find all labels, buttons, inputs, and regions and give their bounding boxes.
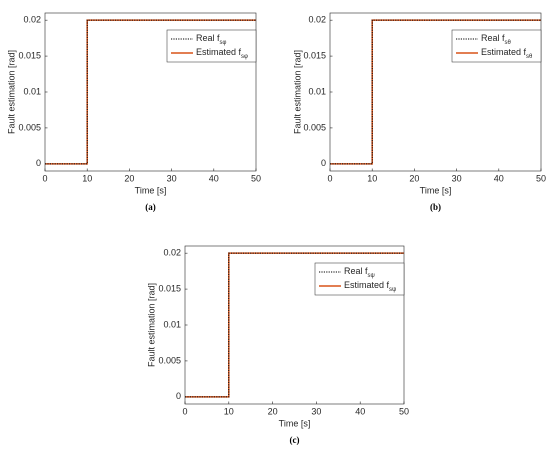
caption: (b): [430, 202, 441, 212]
y-tick-label: 0.015: [158, 283, 181, 293]
x-tick-label: 40: [355, 406, 365, 416]
caption: (c): [290, 435, 300, 445]
y-tick-label: 0: [321, 158, 326, 168]
x-axis-label: Time [s]: [279, 418, 311, 428]
x-tick-label: 0: [327, 173, 332, 183]
legend-label: Real fsφ: [196, 33, 227, 45]
x-tick-label: 30: [167, 173, 177, 183]
y-tick-label: 0.005: [303, 122, 326, 132]
data-line: [185, 252, 404, 398]
legend-label: Real fsψ: [344, 266, 375, 278]
x-tick-label: 50: [251, 173, 261, 183]
legend-subscript: sφ: [220, 40, 227, 46]
y-tick-label: 0.015: [303, 50, 326, 60]
legend-label: Estimated fsφ: [196, 47, 248, 59]
y-tick-label: 0.005: [158, 355, 181, 365]
y-tick-label: 0.02: [23, 15, 41, 25]
x-tick-label: 30: [311, 406, 321, 416]
x-tick-label: 0: [182, 406, 187, 416]
x-tick-label: 20: [268, 406, 278, 416]
legend-label: Estimated fsψ: [344, 280, 396, 292]
legend-name: Estimated f: [196, 47, 242, 57]
legend-subscript: sθ: [526, 54, 533, 60]
y-tick-label: 0.01: [308, 86, 326, 96]
chart-panel: 0 10 20 30 40 50 0 0.005 0.01 0.015 0.02 Time [s] Fa…: [146, 245, 409, 445]
axes-box: [184, 245, 405, 405]
data-line: [330, 19, 541, 165]
legend-name: Estimated f: [344, 280, 390, 290]
legend-subscript: sψ: [389, 287, 396, 293]
y-axis-label: Fault estimation [rad]: [146, 283, 156, 367]
axes-box: [44, 12, 257, 172]
legend-subscript: sφ: [241, 54, 248, 60]
y-tick-label: 0.02: [308, 15, 326, 25]
legend-name: Real f: [481, 33, 505, 43]
chart-panel: 0 10 20 30 40 50 0 0.005 0.01 0.015 0.02 Time [s] Fa…: [6, 12, 261, 212]
legend-subscript: sθ: [505, 40, 512, 46]
legend-label: Estimated fsθ: [481, 47, 533, 59]
x-tick-label: 40: [209, 173, 219, 183]
x-tick-label: 10: [224, 406, 234, 416]
y-tick-label: 0.005: [18, 122, 41, 132]
x-axis-label: Time [s]: [135, 185, 167, 195]
data-line: [45, 19, 256, 165]
x-tick-label: 10: [82, 173, 92, 183]
legend-box: [166, 29, 257, 63]
caption: (a): [145, 202, 156, 212]
x-tick-label: 20: [124, 173, 134, 183]
chart-panel: 0 10 20 30 40 50 0 0.005 0.01 0.015 0.02 Time [s] Fa…: [292, 12, 546, 212]
x-axis-label: Time [s]: [420, 185, 452, 195]
y-tick-label: 0.01: [23, 86, 41, 96]
legend-label: Real fsθ: [481, 33, 512, 45]
axes-box: [329, 12, 542, 172]
x-tick-label: 50: [399, 406, 409, 416]
legend-name: Real f: [344, 266, 368, 276]
y-tick-label: 0: [36, 158, 41, 168]
x-tick-label: 20: [409, 173, 419, 183]
y-axis-label: Fault estimation [rad]: [292, 50, 302, 134]
y-tick-label: 0.01: [163, 319, 181, 329]
y-tick-label: 0: [176, 391, 181, 401]
y-axis-label: Fault estimation [rad]: [6, 50, 16, 134]
y-tick-label: 0.02: [163, 248, 181, 258]
y-tick-label: 0.015: [18, 50, 41, 60]
legend-subscript: sψ: [368, 273, 375, 279]
x-tick-label: 50: [536, 173, 546, 183]
x-tick-label: 30: [452, 173, 462, 183]
x-tick-label: 0: [42, 173, 47, 183]
x-tick-label: 10: [367, 173, 377, 183]
legend-name: Real f: [196, 33, 220, 43]
x-tick-label: 40: [494, 173, 504, 183]
legend-box: [451, 29, 542, 63]
legend-name: Estimated f: [481, 47, 527, 57]
legend-box: [314, 262, 405, 296]
